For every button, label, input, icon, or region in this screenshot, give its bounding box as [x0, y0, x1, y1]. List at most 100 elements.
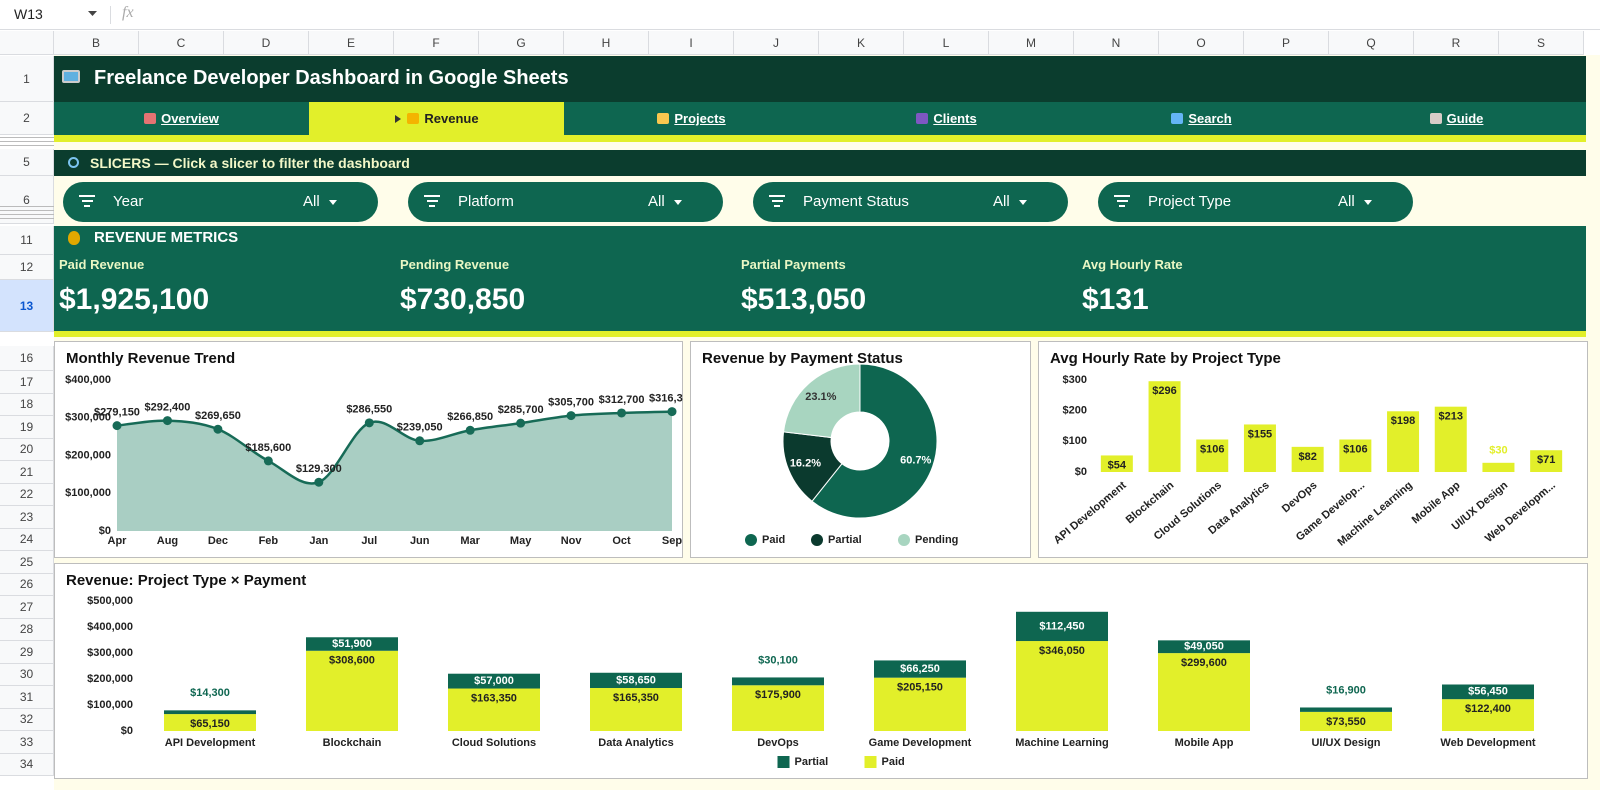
row-header[interactable]: 5 [0, 149, 54, 176]
x-tick-label: Sep [662, 535, 682, 547]
row-header[interactable]: 11 [0, 226, 54, 255]
column-header[interactable]: G [479, 31, 564, 55]
slicer[interactable]: Project Type All [1098, 182, 1413, 222]
row-header[interactable]: 6 [0, 176, 54, 224]
column-header[interactable]: I [649, 31, 734, 55]
row-header[interactable]: 28 [0, 618, 54, 641]
column-header[interactable]: E [309, 31, 394, 55]
dropdown-caret[interactable] [329, 200, 338, 206]
nav-bar: Overview Revenue Projects Clients Search Guid… [54, 102, 1586, 135]
row-header[interactable]: 12 [0, 255, 54, 280]
nav-tab[interactable]: Guide [1329, 102, 1584, 135]
row-header[interactable]: 1 [0, 56, 54, 102]
row-header[interactable]: 22 [0, 483, 54, 506]
tab-label[interactable]: Clients [933, 111, 977, 126]
slicer-value[interactable]: All [648, 193, 665, 210]
name-box-caret[interactable] [88, 10, 98, 18]
y-tick-label: $100 [1063, 435, 1087, 447]
tab-icon [1429, 113, 1442, 124]
value-label: $129,300 [296, 463, 342, 475]
dropdown-caret[interactable] [674, 200, 683, 206]
x-tick-label: UI/UX Design [1311, 737, 1380, 749]
value-label: $66,250 [900, 663, 940, 675]
column-header[interactable]: Q [1329, 31, 1414, 55]
column-header[interactable]: L [904, 31, 989, 55]
row-header[interactable]: 30 [0, 663, 54, 686]
column-header[interactable]: C [139, 31, 224, 55]
chart-title: Revenue: Project Type × Payment [66, 572, 306, 589]
nav-tab[interactable]: Overview [54, 102, 309, 135]
column-header[interactable]: K [819, 31, 904, 55]
row-header[interactable]: 20 [0, 438, 54, 461]
slicer[interactable]: Payment Status All [753, 182, 1068, 222]
value-label: $106 [1200, 443, 1224, 455]
column-header[interactable]: N [1074, 31, 1159, 55]
slicer[interactable]: Year All [63, 182, 378, 222]
row-header[interactable]: 17 [0, 371, 54, 394]
column-header[interactable]: H [564, 31, 649, 55]
row-header[interactable]: 18 [0, 393, 54, 416]
tab-label[interactable]: Search [1188, 111, 1232, 126]
slicer[interactable]: Platform All [408, 182, 723, 222]
legend-label: Paid [882, 756, 905, 768]
slicer-value[interactable]: All [993, 193, 1010, 210]
row-header[interactable]: 16 [0, 346, 54, 371]
row-header[interactable]: 23 [0, 506, 54, 529]
value-label: $49,050 [1184, 641, 1224, 653]
caret [329, 200, 337, 205]
bar-segment [306, 637, 398, 651]
tab-label[interactable]: Projects [674, 111, 726, 126]
corner-header[interactable] [0, 31, 54, 55]
row-header[interactable]: 31 [0, 686, 54, 709]
column-header[interactable]: R [1414, 31, 1499, 55]
row-header[interactable]: 26 [0, 573, 54, 596]
row-header[interactable]: 29 [0, 641, 54, 664]
tab-label[interactable]: Overview [161, 111, 219, 126]
dropdown-caret[interactable] [1364, 200, 1373, 206]
value-label: $266,850 [447, 411, 493, 423]
bar [1243, 424, 1276, 472]
row-header[interactable]: 24 [0, 528, 54, 551]
tab-label[interactable]: Guide [1446, 111, 1484, 126]
column-header[interactable]: B [54, 31, 139, 55]
column-header[interactable]: F [394, 31, 479, 55]
bar-segment [1442, 684, 1534, 700]
data-point [516, 418, 526, 428]
column-header[interactable]: D [224, 31, 309, 55]
row-header[interactable]: 33 [0, 731, 54, 754]
dropdown-caret[interactable] [1019, 200, 1028, 206]
slicer-value[interactable]: All [1338, 193, 1355, 210]
column-header[interactable]: J [734, 31, 819, 55]
bar-segment [164, 710, 256, 715]
value-label: $299,600 [1181, 657, 1227, 669]
row-header[interactable]: 21 [0, 461, 54, 484]
slicer-label: Platform [458, 193, 514, 210]
slicer-banner-text: SLICERS — Click a slicer to filter the d… [90, 155, 410, 171]
tab-label[interactable]: Revenue [424, 111, 479, 126]
column-header[interactable]: P [1244, 31, 1329, 55]
row-header[interactable]: 27 [0, 596, 54, 619]
nav-tab[interactable]: Revenue [309, 102, 564, 135]
row-header[interactable]: 2 [0, 102, 54, 135]
chart: Monthly Revenue Trend $0 $100,000 $200,000 $… [54, 341, 683, 558]
filter-icon-line [1116, 200, 1128, 202]
name-box[interactable]: W13 [14, 6, 43, 22]
nav-tab[interactable]: Search [1074, 102, 1329, 135]
metric-label: Avg Hourly Rate [1082, 257, 1183, 272]
column-header[interactable]: S [1499, 31, 1584, 55]
row-header[interactable]: 13 [0, 280, 54, 332]
nav-tab[interactable]: Clients [819, 102, 1074, 135]
nav-tab[interactable]: Projects [564, 102, 819, 135]
row-header[interactable]: 19 [0, 416, 54, 439]
metric-value: $1,925,100 [59, 283, 210, 316]
column-header[interactable]: M [989, 31, 1074, 55]
row-header[interactable]: 25 [0, 551, 54, 574]
column-header[interactable]: O [1159, 31, 1244, 55]
slicer-value[interactable]: All [303, 193, 320, 210]
row-header[interactable]: 34 [0, 753, 54, 776]
slice-label: 60.7% [900, 454, 931, 466]
row-header[interactable]: 32 [0, 708, 54, 731]
hidden-row-line [0, 141, 54, 142]
bar [1291, 446, 1324, 472]
metric-label: Pending Revenue [400, 257, 510, 272]
